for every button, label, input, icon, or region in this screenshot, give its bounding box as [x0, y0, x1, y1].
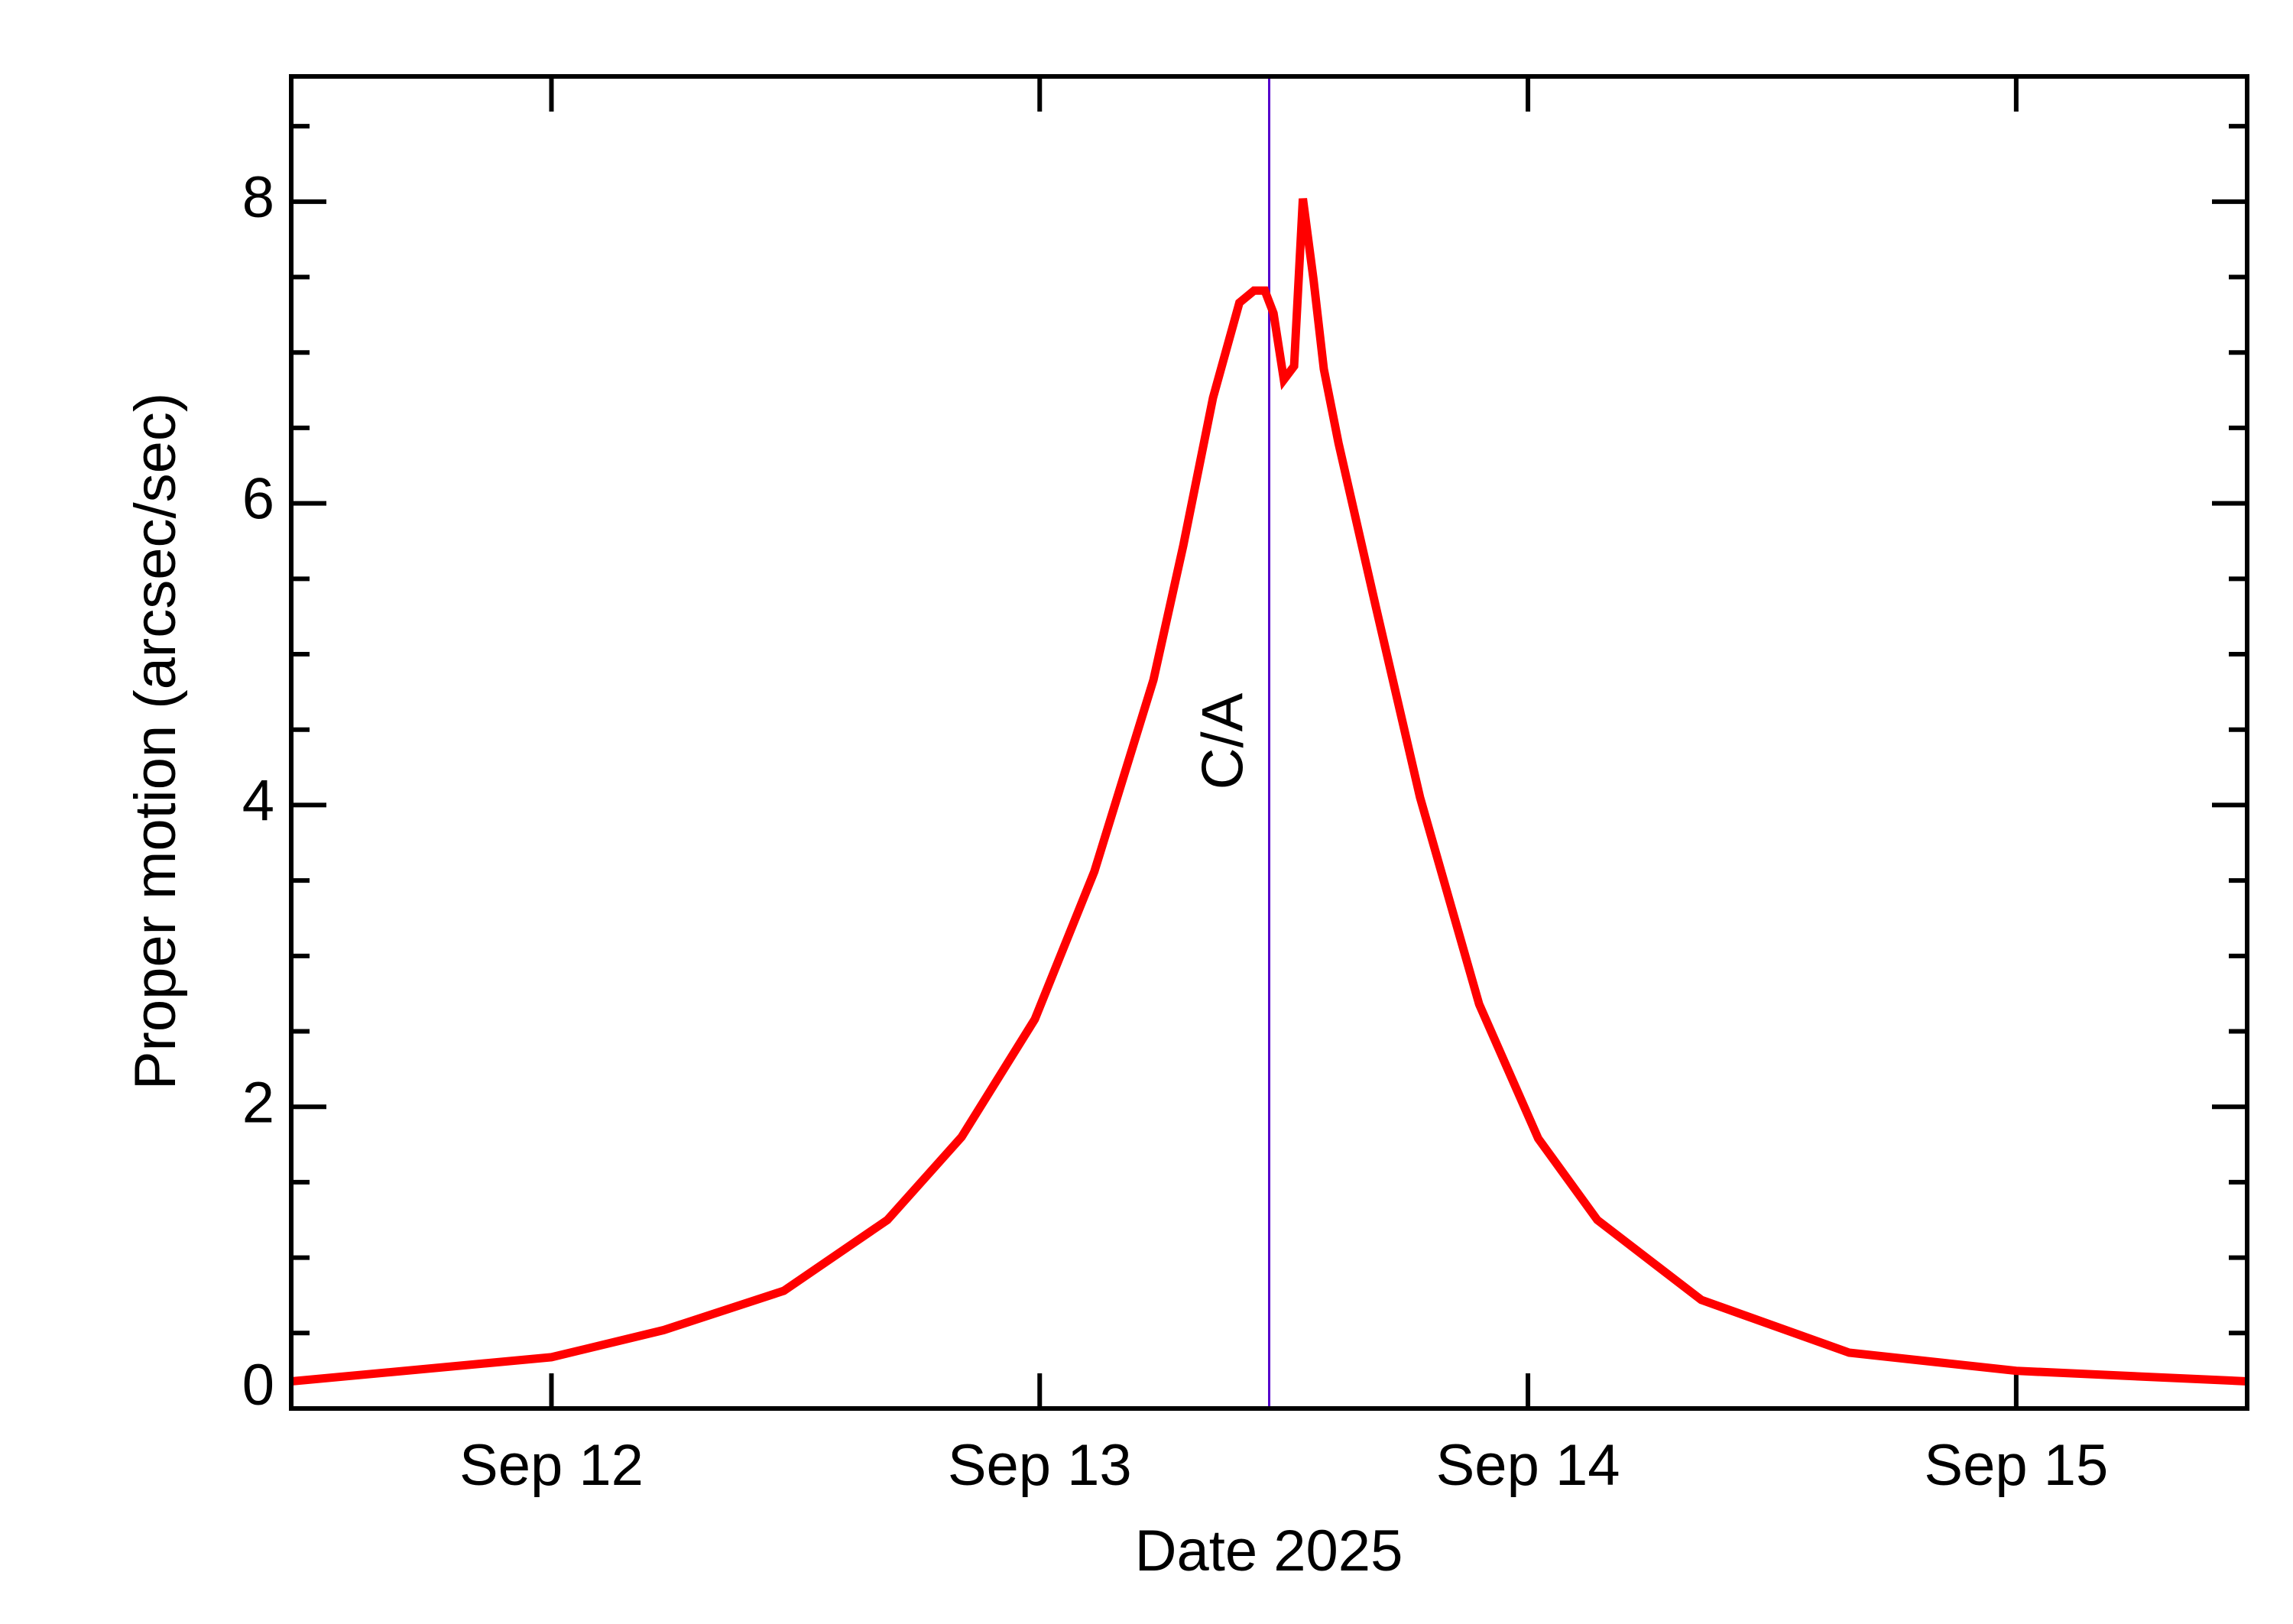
x-axis-label: Date 2025	[1135, 1519, 1403, 1583]
y-tick-label: 6	[242, 467, 274, 532]
line-series	[290, 198, 2248, 1386]
y-tick-label: 4	[242, 768, 274, 833]
x-tick-label: Sep 12	[459, 1433, 644, 1498]
plot-frame	[289, 74, 2249, 1411]
x-tick-label: Sep 13	[948, 1433, 1132, 1498]
x-tick-label: Sep 14	[1436, 1433, 1620, 1498]
annotation-label: C/A	[1191, 692, 1256, 789]
y-tick-label: 2	[242, 1070, 274, 1135]
y-tick-label: 0	[242, 1353, 274, 1418]
y-tick-label: 8	[242, 165, 274, 230]
y-axis-label: Proper motion (arcsec/sec)	[123, 393, 188, 1090]
x-tick-label: Sep 15	[1924, 1433, 2108, 1498]
